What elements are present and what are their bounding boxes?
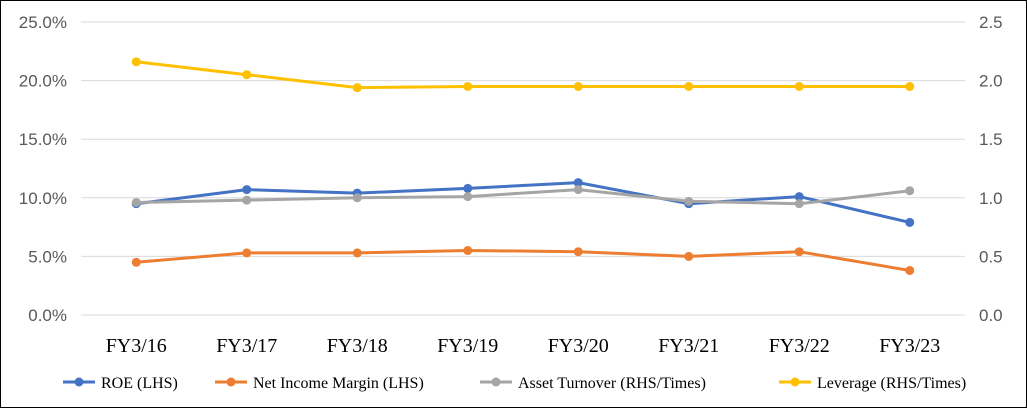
data-point — [684, 196, 694, 206]
data-point — [573, 247, 583, 257]
legend-swatch-marker — [790, 377, 800, 387]
data-point — [684, 81, 694, 91]
left-tick-label: 20.0% — [19, 72, 67, 91]
data-point — [463, 183, 473, 193]
data-point — [794, 192, 804, 202]
x-axis: FY3/16 FY3/17 FY3/18 FY3/19 FY3/20 FY3/21 FY3/… — [106, 335, 941, 357]
data-point — [352, 248, 362, 258]
data-point — [352, 193, 362, 203]
x-tick-label: FY3/19 — [437, 335, 498, 357]
series-layer — [131, 57, 915, 275]
legend-swatch-marker — [491, 377, 501, 387]
x-tick-label: FY3/20 — [548, 335, 609, 357]
legend-label: Asset Turnover (RHS/Times) — [518, 375, 706, 392]
series-line — [134, 188, 912, 206]
data-point — [463, 81, 473, 91]
series-asset-turnover-rhs-times — [131, 185, 915, 209]
legend-label: Net Income Margin (LHS) — [253, 375, 424, 392]
left-tick-label: 10.0% — [19, 189, 67, 208]
x-tick-label: FY3/18 — [327, 335, 388, 357]
data-point — [242, 70, 252, 80]
legend-item: Net Income Margin (LHS) — [215, 375, 424, 392]
data-point — [131, 257, 141, 267]
legend-label: ROE (LHS) — [101, 375, 178, 392]
legend-item: Leverage (RHS/Times) — [779, 375, 966, 392]
series-line — [134, 249, 912, 272]
data-point — [905, 186, 915, 196]
left-axis: 0.0% 5.0% 10.0% 15.0% 20.0% 25.0% — [19, 13, 67, 325]
data-point — [794, 199, 804, 209]
legend-swatch-marker — [74, 377, 84, 387]
left-tick-label: 5.0% — [28, 247, 67, 266]
data-point — [242, 195, 252, 205]
x-tick-label: FY3/22 — [769, 335, 830, 357]
gridlines — [81, 21, 965, 316]
legend-item: ROE (LHS) — [63, 375, 178, 392]
legend: ROE (LHS) Net Income Margin (LHS) Asset Tu… — [63, 375, 966, 392]
data-point — [131, 197, 141, 207]
x-tick-label: FY3/16 — [106, 335, 167, 357]
series-roe-lhs — [131, 178, 915, 227]
legend-label: Leverage (RHS/Times) — [817, 375, 966, 392]
data-point — [463, 192, 473, 202]
series-leverage-rhs-times — [131, 57, 915, 93]
x-tick-label: FY3/23 — [879, 335, 940, 357]
right-tick-label: 0.5 — [979, 247, 1003, 266]
data-point — [905, 265, 915, 275]
series-line — [134, 60, 912, 90]
data-point — [684, 251, 694, 261]
legend-swatch-marker — [226, 377, 236, 387]
x-tick-label: FY3/17 — [216, 335, 277, 357]
series-net-income-margin-lhs — [131, 246, 915, 275]
right-tick-label: 0.0 — [979, 306, 1003, 325]
left-tick-label: 15.0% — [19, 130, 67, 149]
right-tick-label: 1.5 — [979, 130, 1003, 149]
data-point — [242, 185, 252, 195]
right-axis: 0.0 0.5 1.0 1.5 2.0 2.5 — [979, 13, 1003, 325]
data-point — [242, 248, 252, 258]
right-tick-label: 2.0 — [979, 72, 1003, 91]
data-point — [794, 81, 804, 91]
left-tick-label: 25.0% — [19, 13, 67, 32]
data-point — [905, 81, 915, 91]
data-point — [463, 246, 473, 256]
left-tick-label: 0.0% — [28, 306, 67, 325]
right-tick-label: 1.0 — [979, 189, 1003, 208]
legend-item: Asset Turnover (RHS/Times) — [480, 375, 706, 392]
data-point — [905, 217, 915, 227]
data-point — [573, 81, 583, 91]
x-tick-label: FY3/21 — [658, 335, 719, 357]
data-point — [131, 57, 141, 67]
data-point — [573, 185, 583, 195]
data-point — [573, 178, 583, 188]
right-tick-label: 2.5 — [979, 13, 1003, 32]
data-point — [352, 83, 362, 93]
data-point — [794, 247, 804, 257]
series-line — [134, 181, 912, 224]
